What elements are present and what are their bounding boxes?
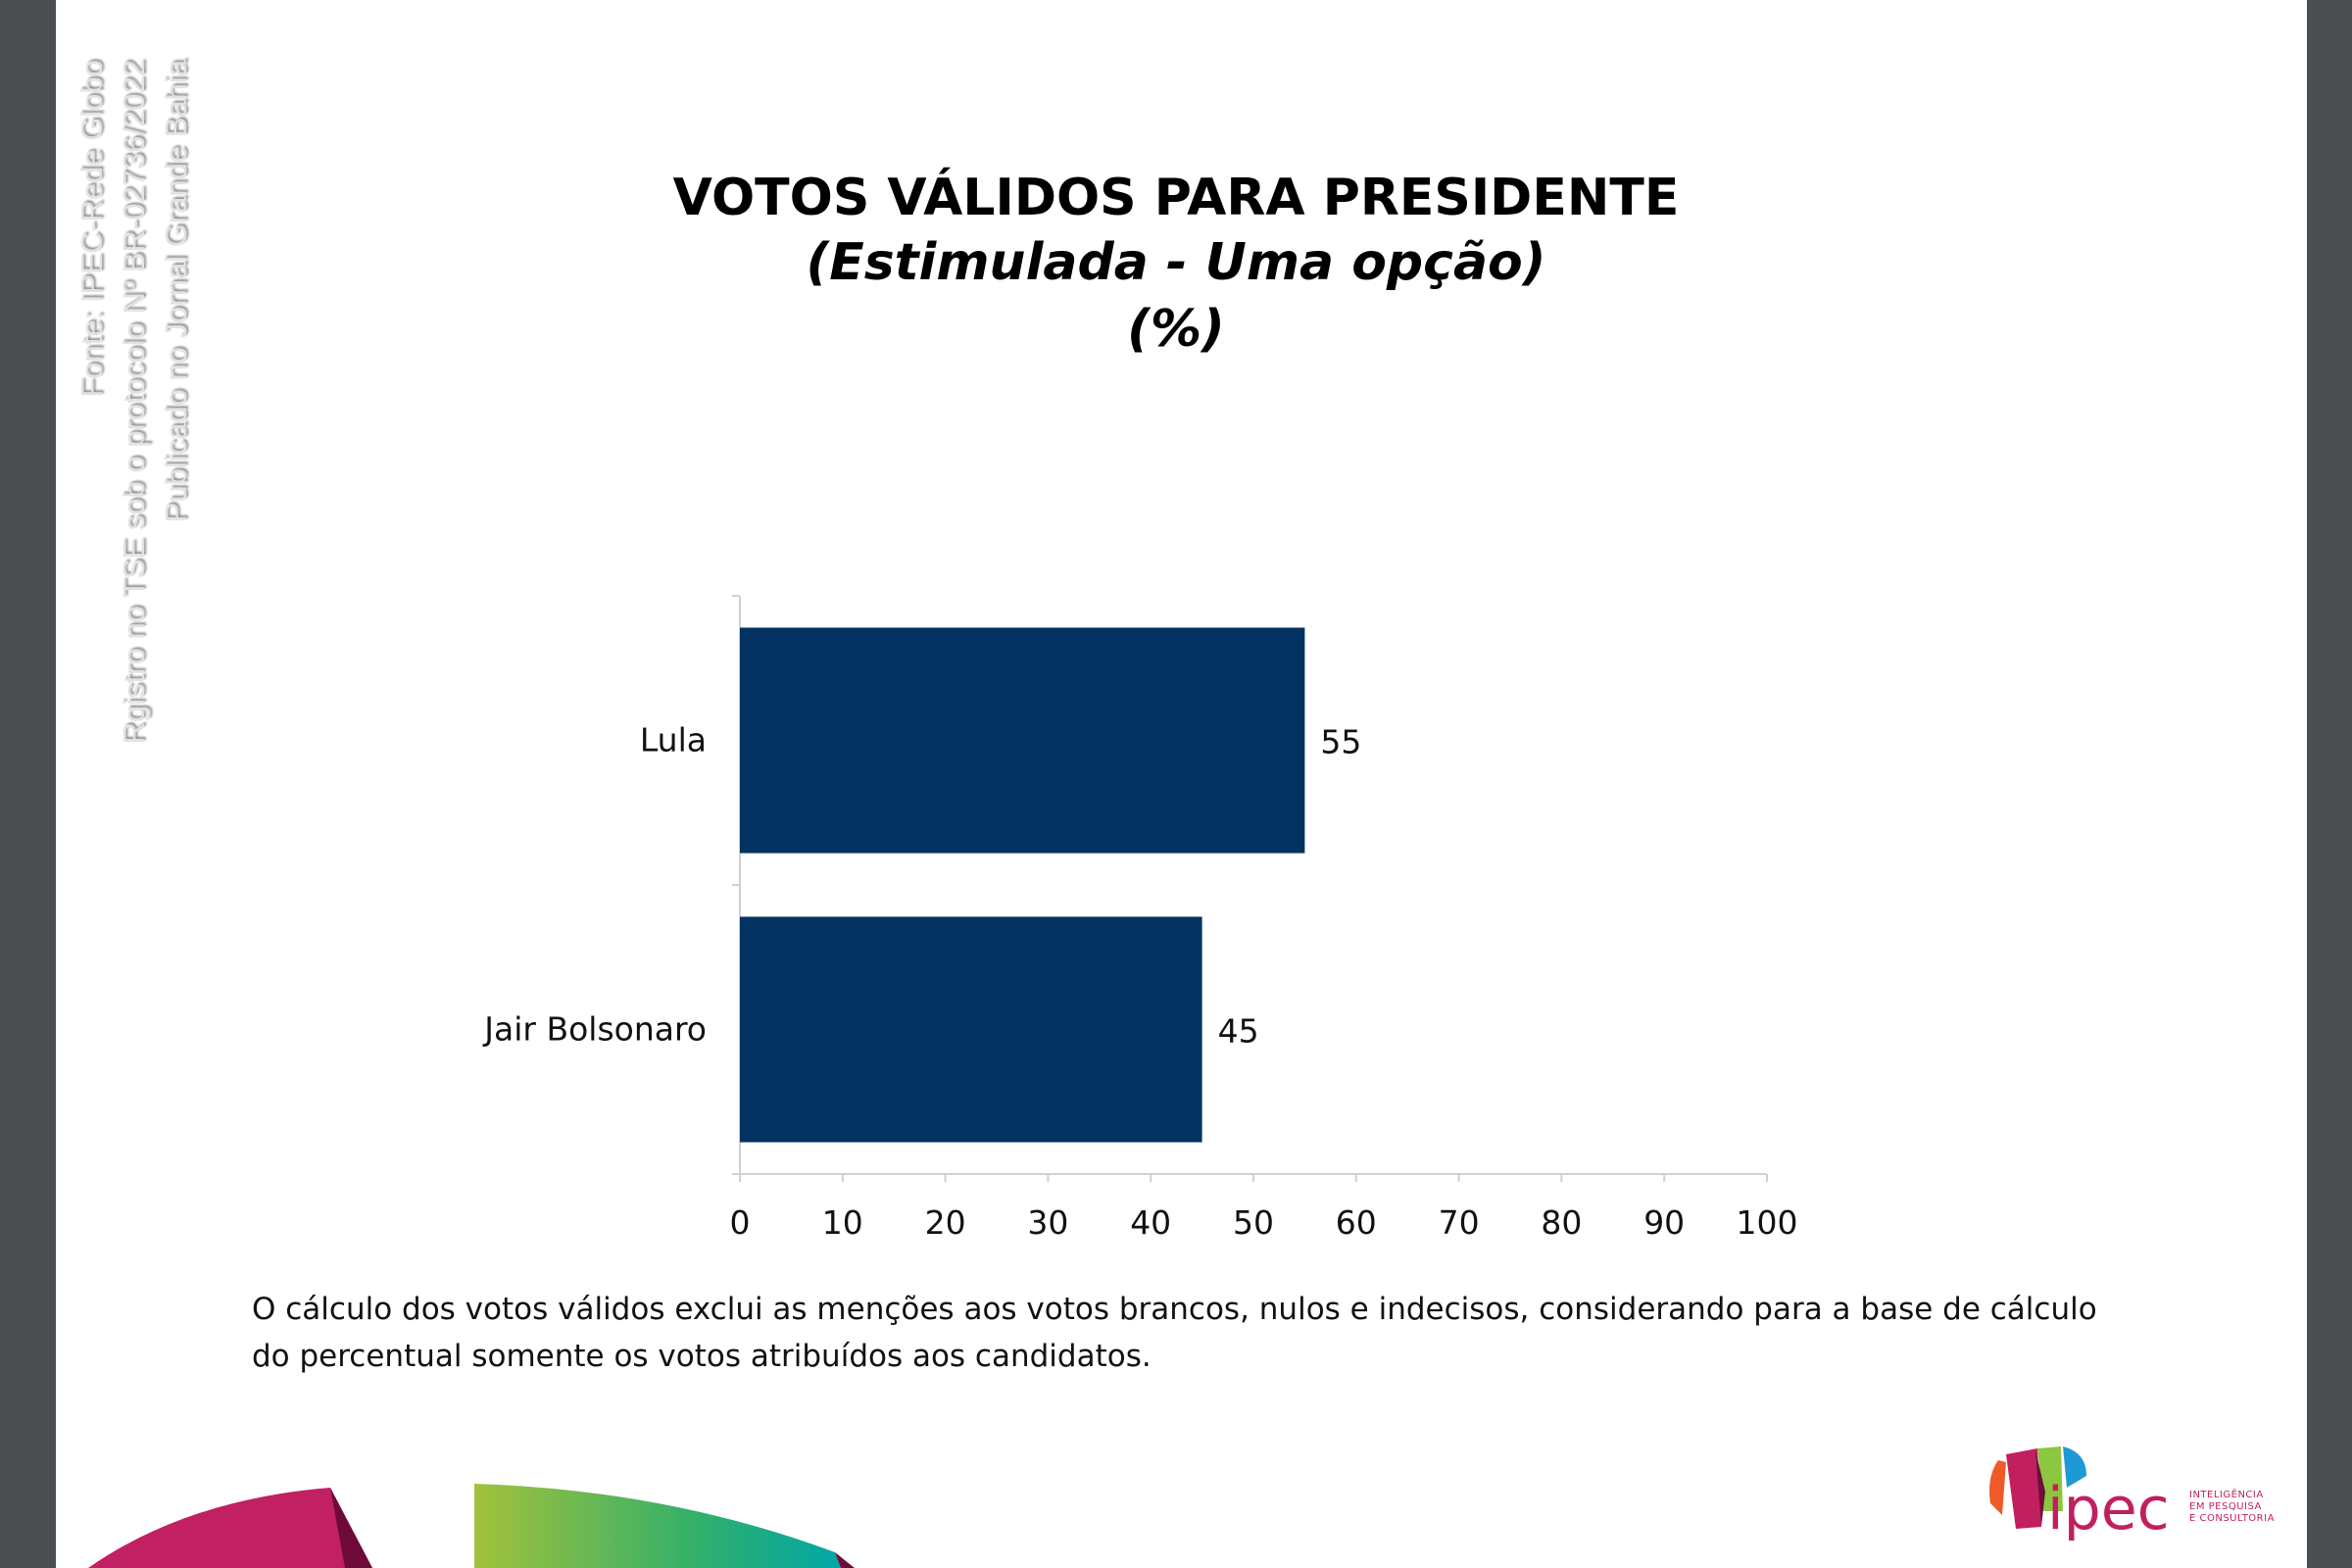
bar-lula [740,627,1305,854]
x-tick-label: 100 [1737,1203,1798,1242]
data-label: 55 [1320,723,1361,761]
decorative-shapes [88,1484,855,1568]
logo-tagline-1: INTELIGÊNCIA [2189,1490,2264,1500]
green-shape [474,1484,841,1568]
magenta-shadow [330,1488,372,1568]
magenta-shape [88,1488,372,1568]
category-label: Jair Bolsonaro [482,1010,707,1049]
footnote-line-2: do percentual somente os votos atribuído… [252,1339,1152,1374]
x-tick-label: 60 [1336,1203,1377,1242]
bar-jair-bolsonaro [740,916,1202,1143]
x-tick-label: 30 [1027,1203,1068,1242]
x-tick-label: 80 [1541,1203,1582,1242]
chart-unit-label: (%) [1127,300,1225,359]
x-tick-label: 10 [822,1203,863,1242]
category-label: Lula [640,721,707,760]
x-tick-label: 70 [1439,1203,1480,1242]
logo-tagline-2: EM PESQUISA [2189,1501,2262,1512]
ipec-logo: ipec INTELIGÊNCIA EM PESQUISA E CONSULTO… [1977,1433,2290,1544]
ipec-logo-mark: ipec [1989,1446,2170,1544]
x-tick-label: 90 [1643,1203,1685,1242]
x-tick-label: 0 [730,1203,751,1242]
green-shadow [835,1552,855,1568]
chart-subtitle: (Estimulada - Uma opção) [806,233,1546,292]
x-tick-label: 20 [925,1203,966,1242]
x-tick-label: 40 [1130,1203,1171,1242]
svg-text:ipec: ipec [2047,1475,2170,1541]
footnote-line-1: O cálculo dos votos válidos exclui as me… [252,1292,2097,1327]
data-label: 45 [1218,1012,1259,1051]
footnote: O cálculo dos votos válidos exclui as me… [252,1286,2114,1380]
chart-title: VOTOS VÁLIDOS PARA PRESIDENTE [672,169,1680,227]
logo-tagline-3: E CONSULTORIA [2189,1513,2275,1524]
x-tick-label: 50 [1233,1203,1274,1242]
